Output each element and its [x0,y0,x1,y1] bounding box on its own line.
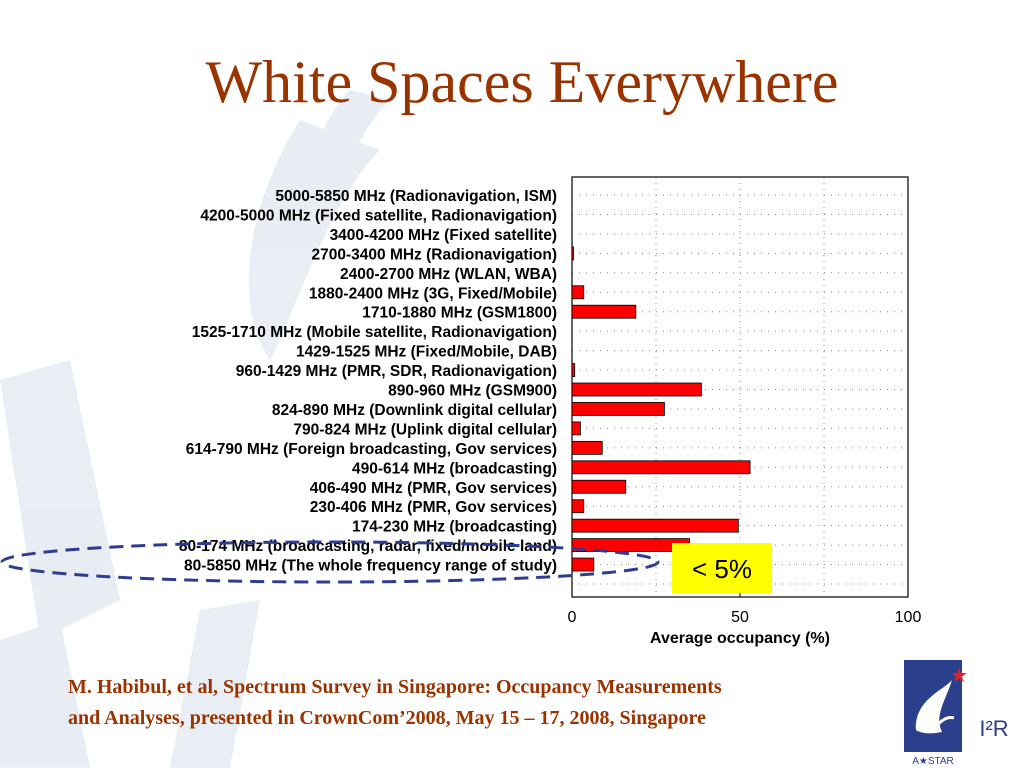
x-tick-label: 50 [731,609,749,626]
callout-text: < 5% [692,554,752,584]
bar [571,285,585,300]
category-label: 890-960 MHz (GSM900) [388,383,557,400]
citation-line-2: and Analyses, presented in CrownCom’2008… [68,707,706,729]
svg-text:★: ★ [950,663,968,687]
x-axis-label: Average occupancy (%) [650,630,830,647]
category-label: 2700-3400 MHz (Radionavigation) [312,246,557,263]
logo-subtext: A★STAR [912,756,954,767]
astar-i2r-logo: ★ A★STAR I²R [904,660,1009,767]
category-label: 1525-1710 MHz (Mobile satellite, Radiona… [192,324,557,341]
category-label: 614-790 MHz (Foreign broadcasting, Gov s… [186,441,557,458]
bar [571,460,751,475]
bar [571,363,576,377]
bar [571,440,603,455]
logo-text: I²R [979,716,1008,741]
category-label: 3400-4200 MHz (Fixed satellite) [330,227,557,244]
category-label: 80-5850 MHz (The whole frequency range o… [184,558,557,575]
bar [571,479,627,494]
category-label: 1710-1880 MHz (GSM1800) [362,305,557,322]
category-label: 5000-5850 MHz (Radionavigation, ISM) [275,188,557,205]
bar [571,518,739,533]
callout-box [672,543,772,593]
category-labels: 5000-5850 MHz (Radionavigation, ISM) 4200… [179,188,557,575]
category-label: 406-490 MHz (PMR, Gov services) [310,480,557,497]
bar [571,499,585,514]
category-label: 1880-2400 MHz (3G, Fixed/Mobile) [309,285,557,302]
category-label: 4200-5000 MHz (Fixed satellite, Radionav… [200,207,557,224]
highlight-ellipse [0,540,660,584]
slide-title: White Spaces Everywhere [205,49,839,115]
category-label: 80-174 MHz (broadcasting, radar, fixed/m… [179,538,557,555]
category-label: 174-230 MHz (broadcasting) [352,519,557,536]
citation: M. Habibul, et al, Spectrum Survey in Si… [68,672,918,734]
bar [571,538,690,552]
category-label: 960-1429 MHz (PMR, SDR, Radionavigation) [236,363,557,380]
category-label: 824-890 MHz (Downlink digital cellular) [272,402,557,419]
category-label: 490-614 MHz (broadcasting) [352,460,557,477]
bar [571,557,595,572]
category-label: 1429-1525 MHz (Fixed/Mobile, DAB) [296,344,557,361]
bar [571,402,665,416]
bars-layer [571,246,751,572]
category-label: 2400-2700 MHz (WLAN, WBA) [340,266,557,283]
x-tick-label: 0 [568,609,577,626]
bar [571,421,581,436]
category-label: 230-406 MHz (PMR, Gov services) [310,499,557,516]
category-label: 790-824 MHz (Uplink digital cellular) [293,421,557,438]
citation-line-1: M. Habibul, et al, Spectrum Survey in Si… [68,676,722,698]
bar [571,304,637,319]
x-tick-label: 100 [895,609,922,626]
bar [571,382,702,397]
bar [571,246,574,261]
x-tick-labels: 0 50 100 [568,592,922,626]
